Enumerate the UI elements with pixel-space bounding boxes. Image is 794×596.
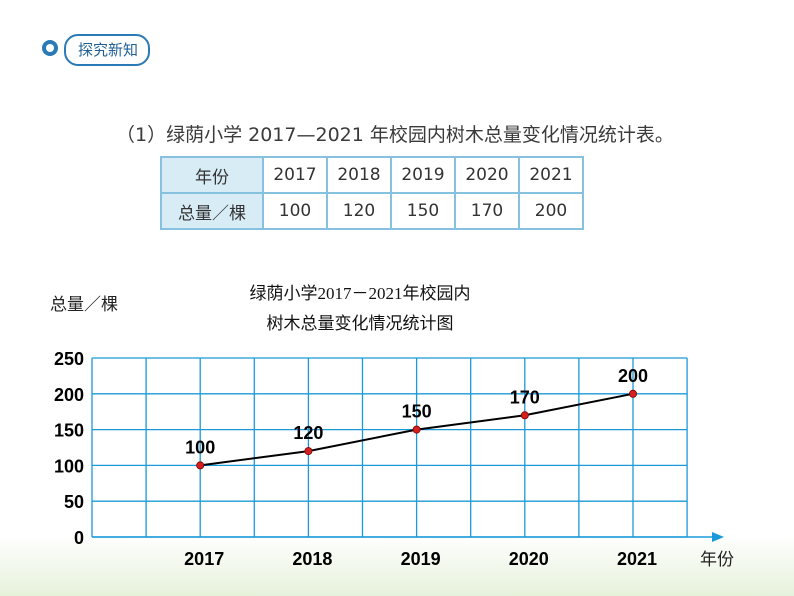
chart-grid <box>91 357 688 538</box>
data-point <box>196 461 205 470</box>
y-tick-label: 200 <box>54 385 84 405</box>
data-label: 200 <box>618 366 648 386</box>
x-axis-arrow-icon <box>712 532 724 542</box>
chart-labels: 0 50 100 150 200 250 2017 2018 2019 2020 2021 100 12… <box>54 349 657 569</box>
table-row-totals: 总量／棵 100 120 150 170 200 <box>160 192 584 230</box>
x-axis-label: 年份 <box>700 550 734 570</box>
year-cell: 2019 <box>390 156 456 194</box>
background-gradient <box>0 536 794 596</box>
year-cell: 2021 <box>518 156 584 194</box>
chart-axes <box>92 532 724 542</box>
tag-bullet-icon <box>42 40 58 56</box>
x-tick-label: 2021 <box>617 549 657 569</box>
total-cell: 100 <box>262 192 328 230</box>
table-caption: （1）绿荫小学 2017—2021 年校园内树木总量变化情况统计表。 <box>116 124 674 146</box>
x-tick-label: 2018 <box>292 549 332 569</box>
data-point <box>629 389 638 398</box>
x-tick-label: 2019 <box>401 549 441 569</box>
total-cell: 120 <box>326 192 392 230</box>
data-point <box>520 411 529 420</box>
y-axis-label: 总量／棵 <box>50 295 118 315</box>
section-tag-label: 探究新知 <box>64 34 151 66</box>
data-label: 150 <box>402 402 432 422</box>
chart-title-line-2: 树木总量变化情况统计图 <box>267 314 454 333</box>
data-label: 100 <box>185 437 215 457</box>
y-tick-label: 0 <box>74 528 84 548</box>
year-cell: 2018 <box>326 156 392 194</box>
table-row-years: 年份 2017 2018 2019 2020 2021 <box>160 156 584 194</box>
y-tick-label: 100 <box>54 456 84 476</box>
statistics-table: 年份 2017 2018 2019 2020 2021 总量／棵 100 120… <box>160 156 584 230</box>
year-cell: 2017 <box>262 156 328 194</box>
y-tick-label: 50 <box>64 492 84 512</box>
x-tick-label: 2017 <box>184 549 224 569</box>
row-header-year: 年份 <box>160 156 264 194</box>
data-label: 120 <box>293 423 323 443</box>
y-tick-label: 150 <box>54 421 84 441</box>
year-cell: 2020 <box>454 156 520 194</box>
chart-series <box>196 389 638 470</box>
data-point <box>412 425 421 434</box>
total-cell: 200 <box>518 192 584 230</box>
chart-title-line-1: 绿荫小学2017－2021年校园内 <box>250 284 471 303</box>
total-cell: 170 <box>454 192 520 230</box>
total-cell: 150 <box>390 192 456 230</box>
row-header-total: 总量／棵 <box>160 192 264 230</box>
x-tick-label: 2020 <box>509 549 549 569</box>
y-tick-label: 250 <box>54 349 84 369</box>
data-label: 170 <box>510 387 540 407</box>
data-point <box>304 447 313 456</box>
